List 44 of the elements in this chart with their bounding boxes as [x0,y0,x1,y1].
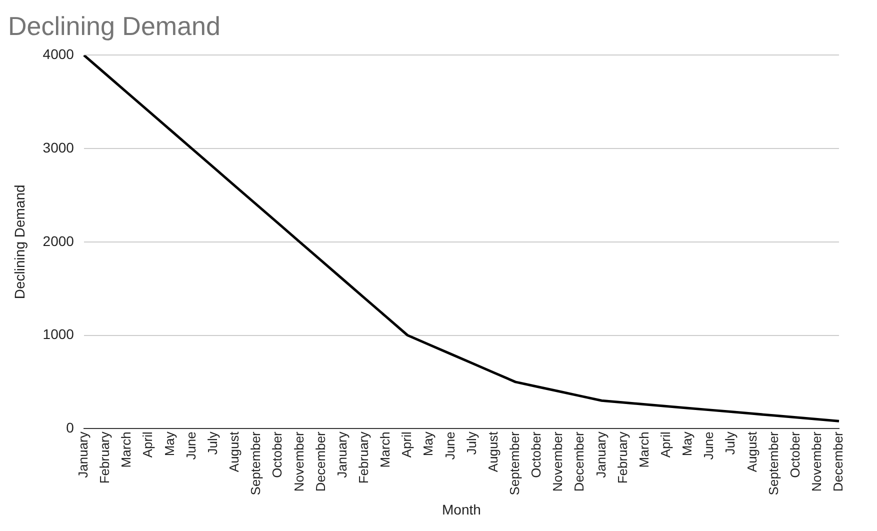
chart-title: Declining Demand [8,10,220,41]
x-tick-label: March [636,432,652,468]
x-tick-label: December [830,430,846,492]
x-tick-label: September [248,430,264,496]
x-tick-label: May [680,431,695,456]
x-tick-label: May [162,431,177,456]
x-tick-label: July [464,431,479,455]
x-tick-label: July [722,431,738,455]
x-tick-label: September [506,430,522,496]
x-tick-label: March [118,432,134,468]
x-tick-label: April [399,432,414,458]
x-tick-label: February [614,431,630,484]
x-tick-label: November [291,430,306,492]
x-tick-label: April [658,432,673,458]
x-tick-label: August [226,431,242,472]
x-tick-label: December [312,430,328,492]
x-tick-label: November [550,430,566,492]
x-tick-label: October [528,430,544,478]
y-tick-label: 0 [66,419,74,436]
x-tick-label: February [356,431,371,484]
y-tick-label: 4000 [42,46,74,62]
x-tick-label: January [593,431,608,478]
x-tick-label: June [701,432,716,460]
y-tick-label: 1000 [42,326,74,342]
x-tick-label: January [76,431,91,478]
x-tick-label: February [97,431,112,484]
y-tick-label: 2000 [42,232,74,249]
x-tick-label: October [787,430,802,478]
x-tick-label: November [809,430,824,492]
x-tick-label: April [140,432,156,458]
x-tick-label: May [420,431,436,456]
x-tick-label: December [572,430,587,492]
y-axis-title: Declining Demand [11,184,28,300]
x-tick-label: March [378,432,393,468]
x-tick-label: January [334,431,350,478]
x-tick-label: October [270,430,285,478]
x-tick-label: August [744,431,760,472]
x-axis-title: Month [442,501,481,518]
x-tick-label: August [485,431,500,472]
x-tick-label: September [766,430,781,496]
x-tick-label: July [204,431,220,455]
x-tick-label: June [442,432,458,460]
x-tick-label: June [183,432,198,460]
y-tick-label: 3000 [42,139,74,156]
